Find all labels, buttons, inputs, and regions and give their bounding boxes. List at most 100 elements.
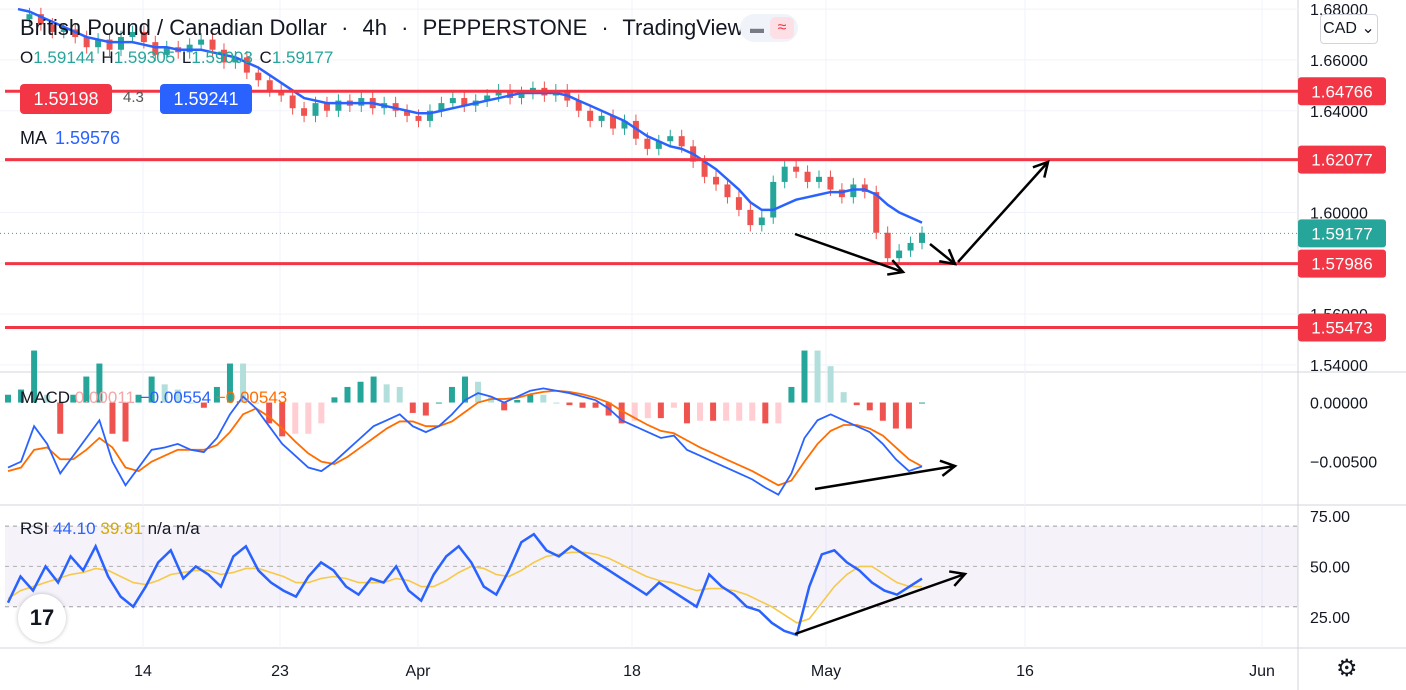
candle-body [335, 100, 342, 111]
rsi-y-tick-label: 50.00 [1310, 559, 1350, 576]
macd-histogram-bar [892, 402, 899, 429]
macd-histogram-bar [919, 402, 925, 404]
open-label: O [20, 48, 34, 67]
macd-histogram-bar [631, 402, 638, 421]
level-price-badge [1298, 77, 1386, 106]
rsi-na-2: n/a [176, 519, 200, 538]
level-price-badge [1298, 249, 1386, 278]
level-price-label: 1.64766 [1311, 82, 1372, 101]
candle-body [655, 141, 662, 149]
macd-histogram-bar [592, 402, 599, 408]
y-tick-label: 1.64000 [1310, 104, 1368, 121]
macd-histogram-bar [279, 402, 286, 437]
x-tick-label: Jun [1249, 663, 1275, 680]
divergence-arrow-macd [814, 464, 956, 491]
rsi-label: RSI [20, 519, 49, 538]
title-separator: · [601, 15, 609, 40]
pullback-arrow-head [939, 248, 958, 266]
buy-button[interactable]: 1.59241 [160, 84, 252, 114]
x-tick-label: 14 [134, 663, 152, 680]
macd-histogram-bar [579, 402, 586, 408]
current-price-label: 1.59177 [1311, 224, 1372, 243]
candle-body [106, 39, 113, 50]
candle-body [747, 209, 754, 226]
macd-legend[interactable]: MACD 0.00011 −0.00554 −0.00543 [20, 388, 287, 408]
candle-body [678, 136, 685, 147]
current-price-badge [1298, 219, 1386, 248]
level-price-badge [1298, 145, 1386, 174]
y-tick-label: 1.60000 [1310, 205, 1368, 222]
low-label: L [181, 48, 192, 67]
macd-histogram-bar [853, 402, 860, 406]
indicator-chip[interactable]: ▬ ≈ [740, 14, 798, 42]
ma-legend[interactable]: MA 1.59576 [20, 128, 120, 149]
rsi-legend[interactable]: RSI 44.10 39.81 n/a n/a [20, 519, 200, 539]
divergence-arrow-macd-head [939, 459, 958, 477]
gear-icon[interactable]: ⚙ [1336, 655, 1358, 682]
candle-body [289, 95, 296, 109]
rsi-band [5, 526, 1298, 607]
low-value: 1.59003 [191, 48, 253, 67]
target-arrow-head [1032, 160, 1050, 178]
candle-body [838, 189, 845, 198]
candle-body [919, 232, 925, 243]
candle-body [26, 14, 33, 20]
level-price-badge [1298, 313, 1386, 342]
macd-histogram-bar [226, 363, 233, 403]
candle-body [243, 57, 250, 73]
macd-histogram-bar [762, 402, 769, 424]
high-value: 1.59305 [113, 48, 176, 67]
macd-line [7, 387, 923, 496]
candle-body [140, 31, 147, 43]
candle-body [644, 138, 651, 149]
candle-body [404, 110, 411, 116]
macd-histogram-bar [44, 394, 51, 403]
y-tick-label: 1.66000 [1310, 53, 1368, 70]
title-separator: · [341, 15, 349, 40]
sell-button[interactable]: 1.59198 [20, 84, 112, 114]
macd-histogram-bar [788, 386, 795, 403]
candle-body [438, 103, 445, 111]
ma-label: MA [20, 128, 47, 148]
currency-label: CAD [1323, 20, 1357, 37]
candle-body [312, 103, 319, 116]
macd-label: MACD [20, 388, 71, 407]
candle-body [129, 31, 136, 38]
macd-histogram-bar [292, 402, 299, 434]
title-separator: · [401, 15, 409, 40]
macd-histogram-bar [305, 402, 312, 434]
candle-body [209, 39, 216, 50]
macd-histogram-bar [657, 402, 664, 419]
macd-histogram-bar [697, 402, 704, 421]
candle-body [518, 92, 525, 99]
candle-body [198, 39, 205, 45]
macd-histogram-bar [200, 402, 207, 408]
minus-icon: ▬ [750, 20, 764, 36]
candle-body [37, 14, 44, 25]
tradingview-logo-icon[interactable]: 17 [18, 594, 66, 642]
interval-label[interactable]: 4h [362, 15, 388, 40]
macd-histogram-bar [135, 394, 142, 403]
candle-body [49, 24, 56, 32]
macd-histogram-bar [187, 402, 194, 404]
y-tick-label: 1.54000 [1310, 358, 1368, 375]
candle-body [60, 29, 67, 32]
macd-histogram-bar [566, 402, 573, 406]
level-price-label: 1.57986 [1311, 255, 1372, 274]
rsi-value: 44.10 [53, 519, 96, 538]
macd-signal-value: −0.00543 [215, 388, 288, 407]
candle-body [301, 108, 308, 116]
macd-histogram-bar [148, 376, 155, 403]
candle-body [449, 98, 456, 104]
candle-body [426, 110, 433, 121]
wave-icon[interactable]: ≈ [770, 17, 794, 39]
macd-histogram-bar [331, 397, 338, 403]
candle-body [724, 184, 731, 198]
currency-select[interactable]: CAD ⌄ [1320, 14, 1378, 44]
exchange-label: PEPPERSTONE [422, 15, 588, 40]
macd-histogram-bar [422, 402, 429, 416]
candle-body [804, 171, 811, 182]
symbol-name[interactable]: British Pound / Canadian Dollar [20, 15, 327, 40]
candle-body [232, 57, 239, 63]
